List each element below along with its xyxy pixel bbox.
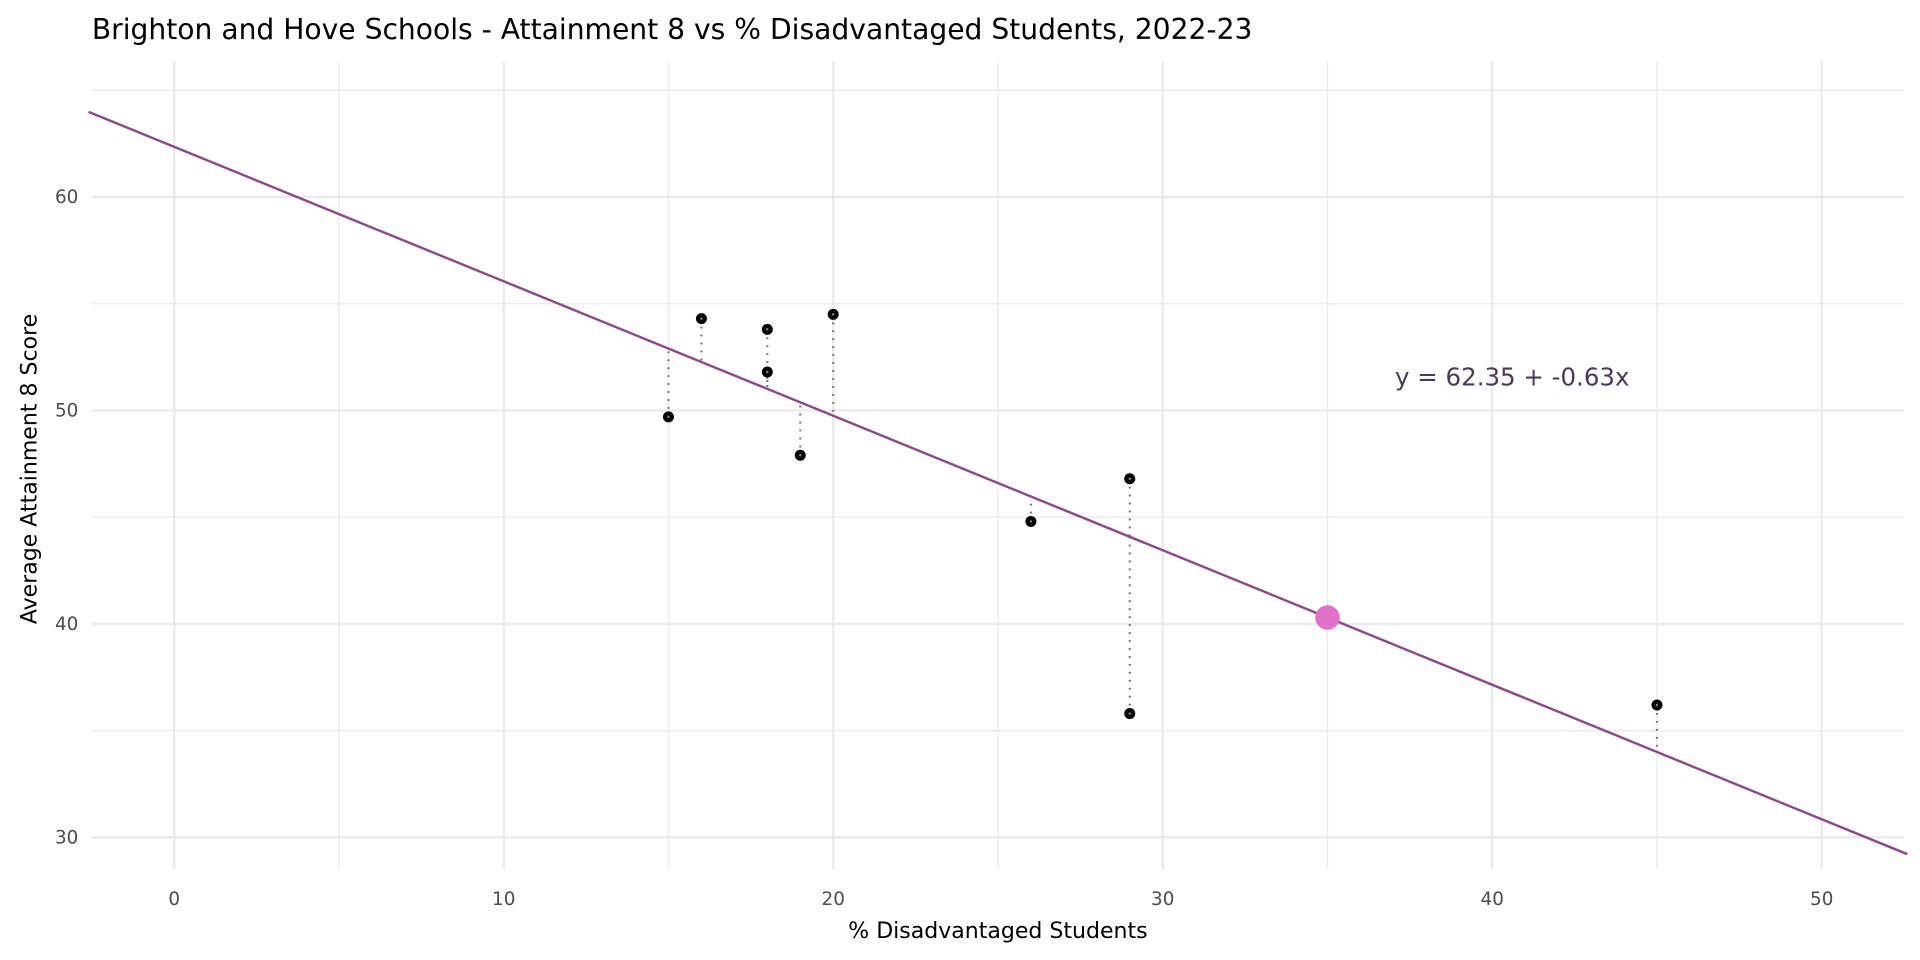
x-tick-label: 40	[1481, 889, 1504, 910]
x-tick-label: 30	[1151, 889, 1174, 910]
y-tick-label: 50	[55, 401, 78, 422]
data-point-center	[700, 317, 703, 320]
y-axis-label: Average Attainment 8 Score	[18, 314, 43, 624]
x-tick-label: 0	[168, 889, 180, 910]
data-point-center	[766, 370, 769, 374]
grid	[91, 61, 1905, 870]
x-tick-label: 20	[822, 889, 845, 910]
regression-line	[88, 110, 1908, 856]
data-point-center	[667, 415, 670, 419]
y-tick-label: 60	[55, 187, 78, 208]
data-point-center	[1128, 712, 1131, 715]
x-axis-label: % Disadvantaged Students	[848, 919, 1147, 944]
regression-equation: y = 62.35 + -0.63x	[1395, 363, 1629, 392]
data-point-center	[1655, 703, 1659, 707]
highlight-point	[1315, 605, 1340, 630]
x-tick-label: 10	[492, 889, 515, 910]
data-points	[662, 308, 1663, 720]
data-point-center	[1128, 477, 1131, 480]
data-point-center	[799, 454, 802, 457]
data-point-center	[831, 313, 835, 316]
tick-labels: 0 10 20 30 40 50 30 40 50 60	[55, 187, 1833, 910]
data-point-center	[766, 328, 769, 331]
chart-title: Brighton and Hove Schools - Attainment 8…	[92, 13, 1253, 46]
data-point-center	[1029, 520, 1033, 523]
residual-lines	[667, 314, 1659, 752]
y-tick-label: 40	[55, 614, 78, 635]
x-tick-label: 50	[1810, 889, 1833, 910]
y-tick-label: 30	[55, 827, 78, 848]
